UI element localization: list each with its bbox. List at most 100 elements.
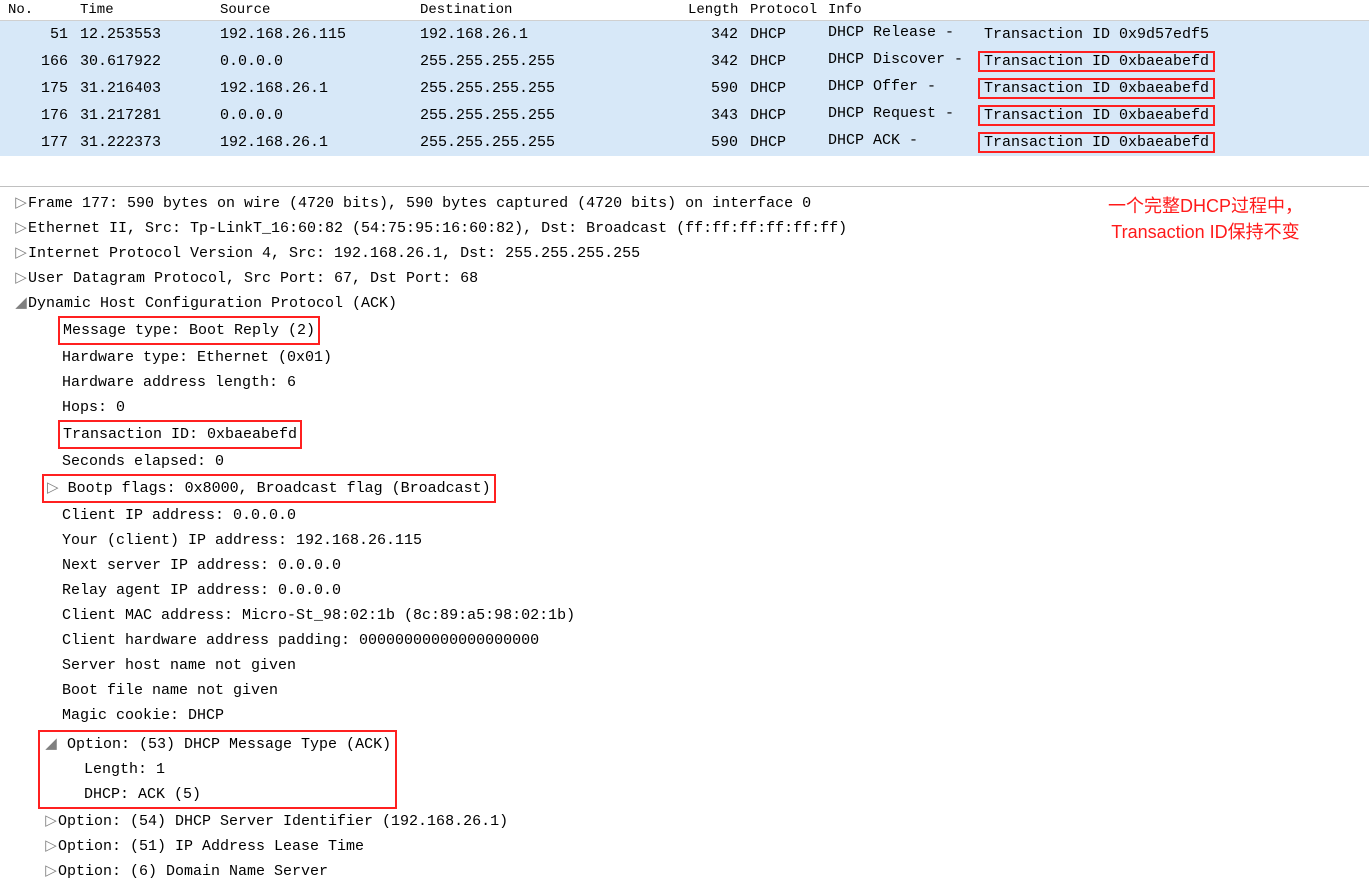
highlight-box: Transaction ID 0xbaeabefd <box>978 51 1215 72</box>
tree-cookie-text: Magic cookie: DHCP <box>62 703 224 728</box>
highlight-block-opt53: ◢ Option: (53) DHCP Message Type (ACK) L… <box>38 730 397 809</box>
collapse-icon[interactable]: ◢ <box>44 732 58 757</box>
tree-hwtype-text: Hardware type: Ethernet (0x01) <box>62 345 332 370</box>
col-header-length[interactable]: Length <box>680 0 742 21</box>
col-header-no[interactable]: No. <box>0 0 72 21</box>
cell-source: 0.0.0.0 <box>212 102 412 129</box>
cell-source: 192.168.26.1 <box>212 75 412 102</box>
highlight-box: Message type: Boot Reply (2) <box>58 316 320 345</box>
cell-time: 12.253553 <box>72 21 212 49</box>
expand-icon[interactable]: ▷ <box>14 241 28 266</box>
cell-no: 175 <box>0 75 72 102</box>
expand-icon[interactable]: ▷ <box>47 480 59 497</box>
cell-no: 166 <box>0 48 72 75</box>
cell-length: 342 <box>680 48 742 75</box>
collapse-icon[interactable]: ◢ <box>14 291 28 316</box>
tree-row-cookie[interactable]: Magic cookie: DHCP <box>6 703 1369 728</box>
cell-protocol: DHCP <box>742 21 820 49</box>
cell-no: 177 <box>0 129 72 156</box>
info-prefix: DHCP Discover - <box>828 51 978 72</box>
cell-destination: 255.255.255.255 <box>412 75 680 102</box>
cell-info: DHCP Request - Transaction ID 0xbaeabefd <box>820 102 1369 129</box>
highlight-box: Transaction ID 0xbaeabefd <box>978 78 1215 99</box>
highlight-box: Transaction ID 0xbaeabefd <box>978 105 1215 126</box>
tree-row-bfile[interactable]: Boot file name not given <box>6 678 1369 703</box>
packet-list-header: No. Time Source Destination Length Proto… <box>0 0 1369 21</box>
tree-hwlen-text: Hardware address length: 6 <box>62 370 296 395</box>
col-header-info[interactable]: Info <box>820 0 1369 21</box>
cell-source: 192.168.26.115 <box>212 21 412 49</box>
tree-row-msgtype[interactable]: Message type: Boot Reply (2) <box>6 316 1369 345</box>
tree-row-opt53-len[interactable]: Length: 1 <box>44 757 391 782</box>
tree-row-opt53-val[interactable]: DHCP: ACK (5) <box>44 782 391 807</box>
cell-length: 343 <box>680 102 742 129</box>
col-header-time[interactable]: Time <box>72 0 212 21</box>
tree-row-hwlen[interactable]: Hardware address length: 6 <box>6 370 1369 395</box>
tree-row-dhcp[interactable]: ◢ Dynamic Host Configuration Protocol (A… <box>6 291 1369 316</box>
tree-row-secs[interactable]: Seconds elapsed: 0 <box>6 449 1369 474</box>
cell-protocol: DHCP <box>742 129 820 156</box>
tree-row-chaddr[interactable]: Client MAC address: Micro-St_98:02:1b (8… <box>6 603 1369 628</box>
cell-destination: 192.168.26.1 <box>412 21 680 49</box>
tree-row-yiaddr[interactable]: Your (client) IP address: 192.168.26.115 <box>6 528 1369 553</box>
tree-row-opt6[interactable]: ▷ Option: (6) Domain Name Server <box>6 859 1369 884</box>
tree-row-sname[interactable]: Server host name not given <box>6 653 1369 678</box>
tree-dhcp-hdr-text: Dynamic Host Configuration Protocol (ACK… <box>28 291 397 316</box>
tree-row-chpad[interactable]: Client hardware address padding: 0000000… <box>6 628 1369 653</box>
cell-destination: 255.255.255.255 <box>412 102 680 129</box>
tree-row-txid[interactable]: Transaction ID: 0xbaeabefd <box>6 420 1369 449</box>
tree-row-opt53[interactable]: ◢ Option: (53) DHCP Message Type (ACK) <box>44 732 391 757</box>
expand-icon[interactable]: ▷ <box>14 266 28 291</box>
expand-icon[interactable]: ▷ <box>44 859 58 884</box>
tree-opt53-val-text: DHCP: ACK (5) <box>84 782 201 807</box>
tree-ciaddr-text: Client IP address: 0.0.0.0 <box>62 503 296 528</box>
packet-row[interactable]: 17531.216403192.168.26.1255.255.255.2555… <box>0 75 1369 102</box>
expand-icon[interactable]: ▷ <box>44 834 58 859</box>
packet-row[interactable]: 17731.222373192.168.26.1255.255.255.2555… <box>0 129 1369 156</box>
cell-info: DHCP Offer - Transaction ID 0xbaeabefd <box>820 75 1369 102</box>
tree-eth-text: Ethernet II, Src: Tp-LinkT_16:60:82 (54:… <box>28 216 847 241</box>
cell-info: DHCP ACK - Transaction ID 0xbaeabefd <box>820 129 1369 156</box>
cell-source: 0.0.0.0 <box>212 48 412 75</box>
cell-time: 31.216403 <box>72 75 212 102</box>
cell-time: 31.217281 <box>72 102 212 129</box>
cell-protocol: DHCP <box>742 102 820 129</box>
packet-details-tree: 一个完整DHCP过程中， Transaction ID保持不变 ▷ Frame … <box>0 186 1369 884</box>
tree-opt54-text: Option: (54) DHCP Server Identifier (192… <box>58 809 508 834</box>
tree-msgtype-text: Message type: Boot Reply (2) <box>63 322 315 339</box>
info-prefix: DHCP Release - <box>828 24 978 45</box>
tree-opt53-text: Option: (53) DHCP Message Type (ACK) <box>67 732 391 757</box>
expand-icon[interactable]: ▷ <box>44 809 58 834</box>
expand-icon[interactable]: ▷ <box>14 191 28 216</box>
annotation-line2: Transaction ID保持不变 <box>1111 222 1299 242</box>
cell-protocol: DHCP <box>742 75 820 102</box>
packet-row[interactable]: 17631.2172810.0.0.0255.255.255.255343DHC… <box>0 102 1369 129</box>
cell-protocol: DHCP <box>742 48 820 75</box>
packet-row[interactable]: 16630.6179220.0.0.0255.255.255.255342DHC… <box>0 48 1369 75</box>
tree-row-siaddr[interactable]: Next server IP address: 0.0.0.0 <box>6 553 1369 578</box>
cell-time: 30.617922 <box>72 48 212 75</box>
tree-opt53-len-text: Length: 1 <box>84 757 165 782</box>
packet-row[interactable]: 5112.253553192.168.26.115192.168.26.1342… <box>0 21 1369 49</box>
cell-length: 590 <box>680 75 742 102</box>
col-header-destination[interactable]: Destination <box>412 0 680 21</box>
info-prefix: DHCP Request - <box>828 105 978 126</box>
col-header-source[interactable]: Source <box>212 0 412 21</box>
cell-no: 176 <box>0 102 72 129</box>
tree-row-flags[interactable]: ▷ Bootp flags: 0x8000, Broadcast flag (B… <box>6 474 1369 503</box>
tree-opt51-text: Option: (51) IP Address Lease Time <box>58 834 364 859</box>
tree-row-opt51[interactable]: ▷ Option: (51) IP Address Lease Time <box>6 834 1369 859</box>
annotation-line1: 一个完整DHCP过程中， <box>1108 196 1303 216</box>
tree-row-hops[interactable]: Hops: 0 <box>6 395 1369 420</box>
cell-length: 342 <box>680 21 742 49</box>
tree-secs-text: Seconds elapsed: 0 <box>62 449 224 474</box>
tree-row-hwtype[interactable]: Hardware type: Ethernet (0x01) <box>6 345 1369 370</box>
expand-icon[interactable]: ▷ <box>14 216 28 241</box>
col-header-protocol[interactable]: Protocol <box>742 0 820 21</box>
tree-row-ciaddr[interactable]: Client IP address: 0.0.0.0 <box>6 503 1369 528</box>
tree-row-udp[interactable]: ▷ User Datagram Protocol, Src Port: 67, … <box>6 266 1369 291</box>
cell-source: 192.168.26.1 <box>212 129 412 156</box>
tree-row-opt54[interactable]: ▷ Option: (54) DHCP Server Identifier (1… <box>6 809 1369 834</box>
tree-udp-text: User Datagram Protocol, Src Port: 67, Ds… <box>28 266 478 291</box>
tree-row-giaddr[interactable]: Relay agent IP address: 0.0.0.0 <box>6 578 1369 603</box>
